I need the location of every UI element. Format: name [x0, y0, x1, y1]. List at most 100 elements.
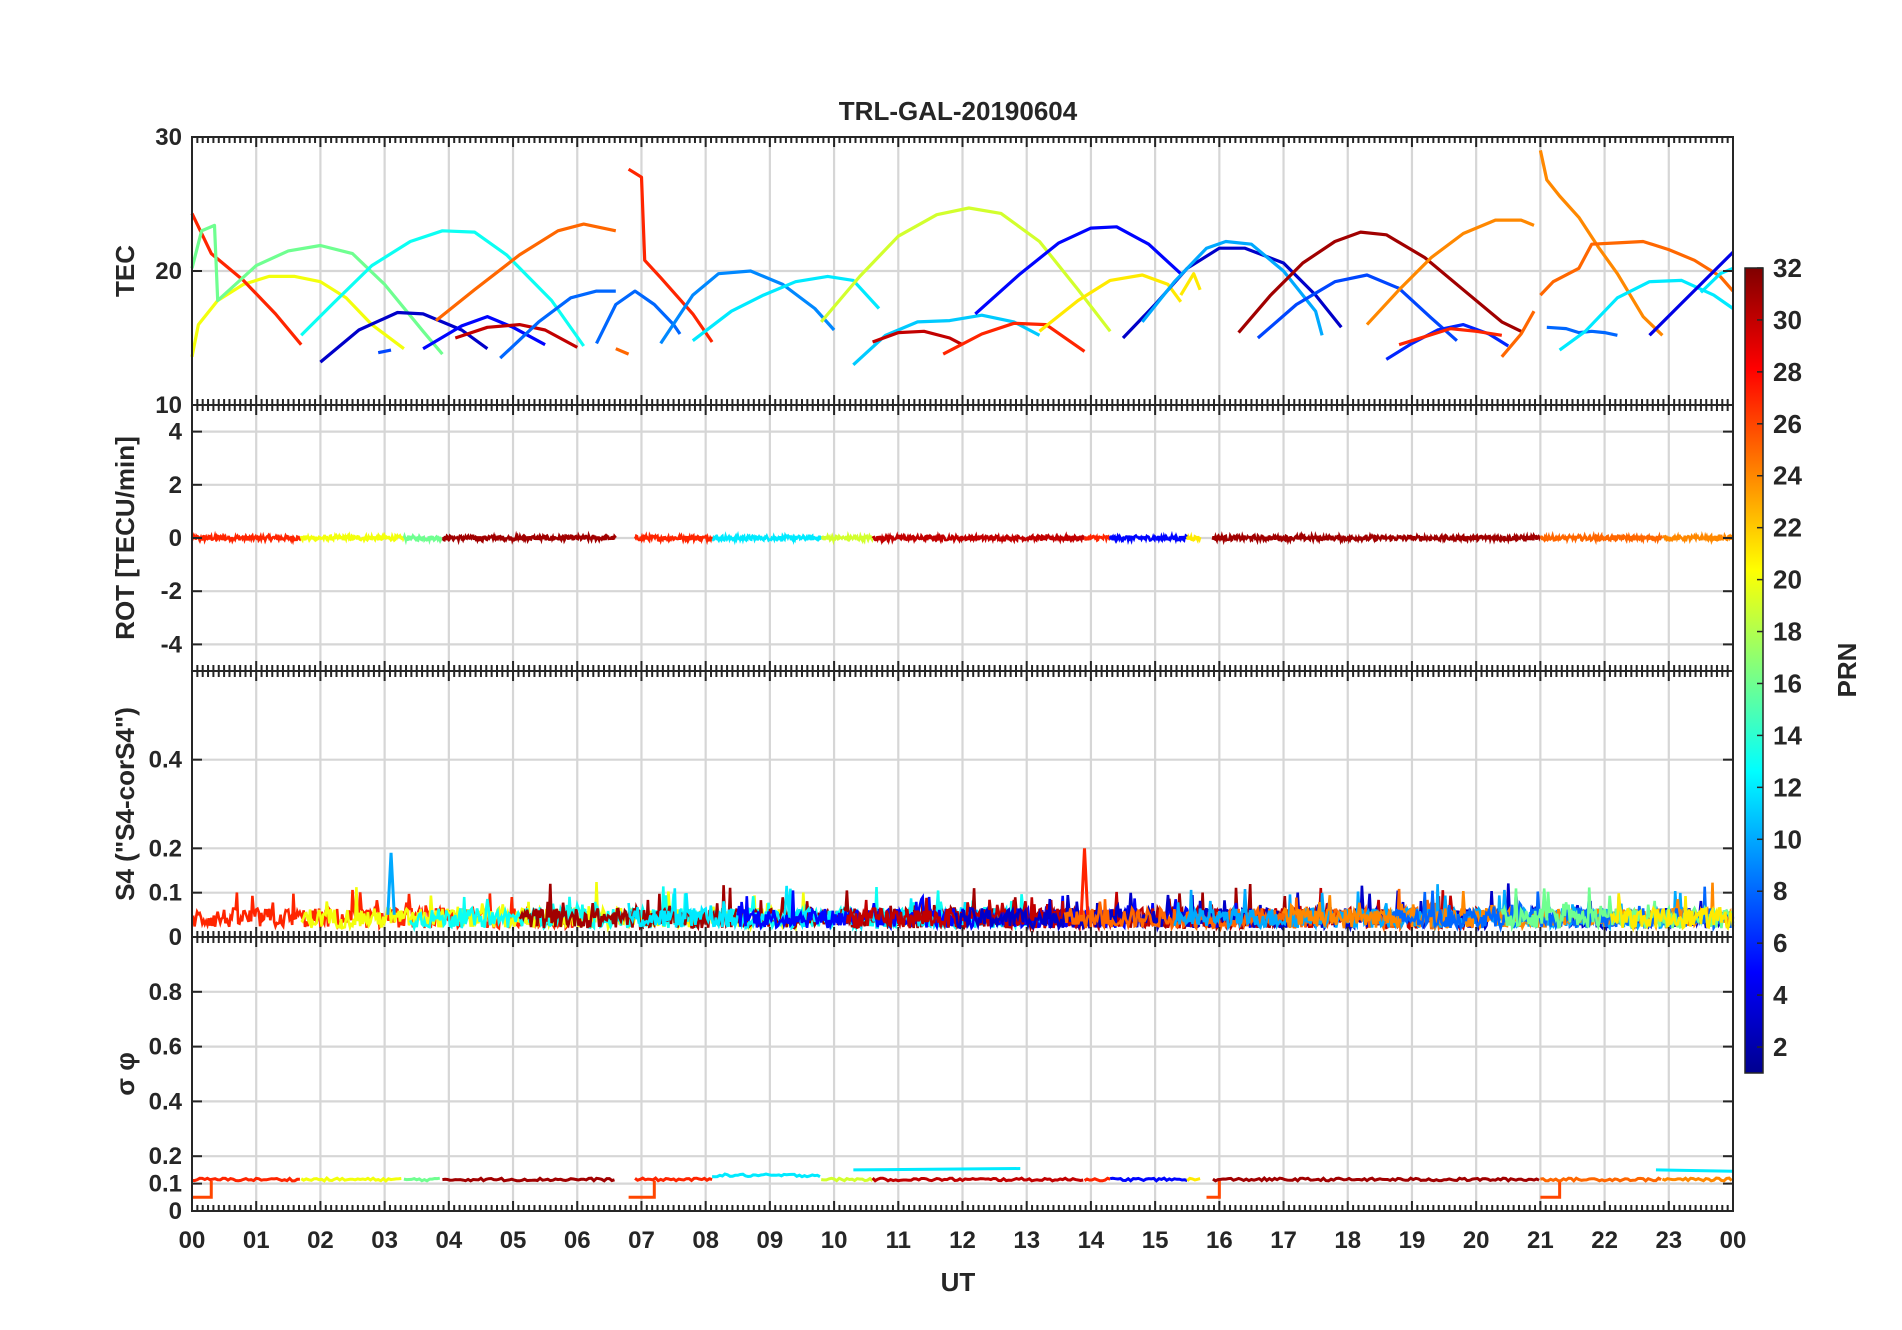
- y-tick-label: -2: [161, 578, 182, 605]
- panel-sigma_phi-data: [191, 1167, 1734, 1199]
- x-tick-label: 02: [307, 1227, 334, 1254]
- panel-s4: 0 0.1 0.2 0.4 S4 ("S4-corS4"): [110, 670, 1735, 951]
- x-tick-label: 00: [179, 1227, 206, 1254]
- x-tick-label: 22: [1591, 1227, 1618, 1254]
- sigma-step-2: [1206, 1180, 1221, 1199]
- rot-series-7: [871, 531, 1086, 546]
- rot-series-11: [1211, 530, 1541, 546]
- sigma-series-2: [403, 1176, 441, 1183]
- rot-series-2: [402, 531, 443, 546]
- x-tick-label: 21: [1527, 1227, 1554, 1254]
- colorbar-tick-label: 12: [1773, 772, 1802, 802]
- tec-series-prn-24-28: [1365, 218, 1535, 326]
- tec-series-prn-4-34: [1648, 251, 1735, 337]
- sigma-series-9: [1110, 1176, 1188, 1183]
- colorbar-tick-label: 2: [1773, 1032, 1787, 1062]
- sigma-series-3: [442, 1176, 615, 1183]
- colorbar-tick-label: 14: [1773, 720, 1802, 750]
- tec-series-prn-27-1: [190, 212, 303, 346]
- y-tick-label: 0.1: [149, 880, 182, 907]
- sigma-series-1: [300, 1176, 402, 1183]
- tec-series-prn-12-33: [1558, 278, 1734, 352]
- colorbar-tick-label: 22: [1773, 513, 1802, 543]
- tec-series-prn-8-9: [499, 289, 616, 360]
- y-tick-label: 0.2: [149, 835, 182, 862]
- panel-tec-ticks: [191, 136, 1734, 406]
- tec-series-prn-27-18: [942, 321, 1086, 356]
- x-tick-label: 08: [692, 1227, 719, 1254]
- y-tick-label: 20: [155, 258, 182, 285]
- y-tick-label: 0: [169, 525, 182, 552]
- x-tick-label: 06: [564, 1227, 591, 1254]
- x-tick-label: 13: [1013, 1227, 1040, 1254]
- sigma-series-12: [1540, 1176, 1662, 1183]
- tec-series-prn-8-10: [595, 289, 682, 345]
- colorbar-tick-label: 10: [1773, 824, 1802, 854]
- tec-series-prn-7-5: [377, 348, 392, 355]
- panel-rot-ticks: [191, 405, 1734, 671]
- colorbar-tick-label: 16: [1773, 668, 1802, 698]
- x-tick-label: 16: [1206, 1227, 1233, 1254]
- rot-series-5: [711, 530, 823, 546]
- rot-series-9: [1108, 530, 1189, 545]
- sigma-series-high-2: [1655, 1168, 1734, 1173]
- tec-series-prn-31-24: [1237, 230, 1522, 334]
- x-tick-label: 10: [821, 1227, 848, 1254]
- rot-series-1: [299, 531, 406, 544]
- rot-series-6: [820, 531, 874, 546]
- x-tick-label: 17: [1270, 1227, 1297, 1254]
- colorbar-tick-label: 20: [1773, 565, 1802, 595]
- tec-series-prn-10-23: [1141, 239, 1324, 336]
- colorbar-tick-label: 32: [1773, 253, 1802, 283]
- s4-series-prn-25: [1063, 888, 1452, 934]
- rot-series-8: [1083, 533, 1111, 544]
- x-tick-label: 12: [949, 1227, 976, 1254]
- rot-series-13: [1662, 531, 1734, 546]
- tec-series-prn-24-30: [1538, 150, 1664, 337]
- x-tick-label: 03: [371, 1227, 398, 1254]
- colorbar-tick-label: 4: [1773, 980, 1788, 1010]
- panel-rot-ylabel: ROT [TECU/min]: [110, 436, 140, 640]
- y-tick-label: 10: [155, 392, 182, 419]
- colorbar-tick-label: 18: [1773, 617, 1802, 647]
- tec-series-prn-25-31: [1539, 239, 1735, 297]
- tec-series-prn-30-17: [872, 329, 964, 347]
- panel-s4-grid: [192, 671, 1733, 937]
- tec-series-prn-5-19: [974, 225, 1182, 316]
- sigma-series-11: [1212, 1176, 1540, 1183]
- x-tick-label: 23: [1655, 1227, 1682, 1254]
- sigma-series-0: [191, 1176, 300, 1183]
- x-tick-label: 11: [886, 1227, 911, 1254]
- y-tick-label: 30: [155, 124, 182, 151]
- rot-series-0: [190, 530, 302, 546]
- panel-tec-data: [190, 150, 1735, 366]
- y-tick-label: 0: [169, 1198, 182, 1225]
- panel-rot: -4 -2 0 2 4 ROT [TECU/min]: [110, 404, 1734, 672]
- colorbar-tick-label: 30: [1773, 305, 1802, 335]
- x-tick-label: 04: [435, 1227, 462, 1254]
- sigma-series-7: [871, 1176, 1084, 1183]
- tec-series-prn-19-15: [819, 206, 1112, 333]
- tec-series-prn-5-6: [422, 315, 546, 351]
- colorbar-tick-label: 24: [1773, 461, 1802, 491]
- tec-series-prn-25-8: [435, 222, 617, 322]
- rot-series-4: [633, 531, 714, 546]
- x-tick-label: 15: [1142, 1227, 1169, 1254]
- tec-series-prn-16-2: [190, 223, 444, 356]
- x-axis-label: UT: [941, 1267, 976, 1297]
- colorbar-tick-label: 8: [1773, 876, 1787, 906]
- s4-series-prn-21: [1609, 893, 1735, 933]
- tec-series-prn-27-12: [627, 167, 714, 343]
- panel-sigma_phi-ticks: [191, 937, 1734, 1212]
- y-tick-label: 0.4: [149, 1088, 183, 1115]
- panel-s4-data: [191, 848, 1735, 934]
- y-tick-label: 0.4: [149, 747, 183, 774]
- x-tick-label: 01: [243, 1227, 270, 1254]
- panel-sigma_phi-grid: [192, 937, 1733, 1211]
- sigma-series-10: [1186, 1176, 1201, 1182]
- sigma-step-1: [628, 1180, 656, 1199]
- s4-peak-0: [386, 852, 396, 915]
- y-tick-label: 0.2: [149, 1143, 182, 1170]
- y-tick-label: 2: [169, 472, 182, 499]
- sigma-step-0: [192, 1180, 213, 1199]
